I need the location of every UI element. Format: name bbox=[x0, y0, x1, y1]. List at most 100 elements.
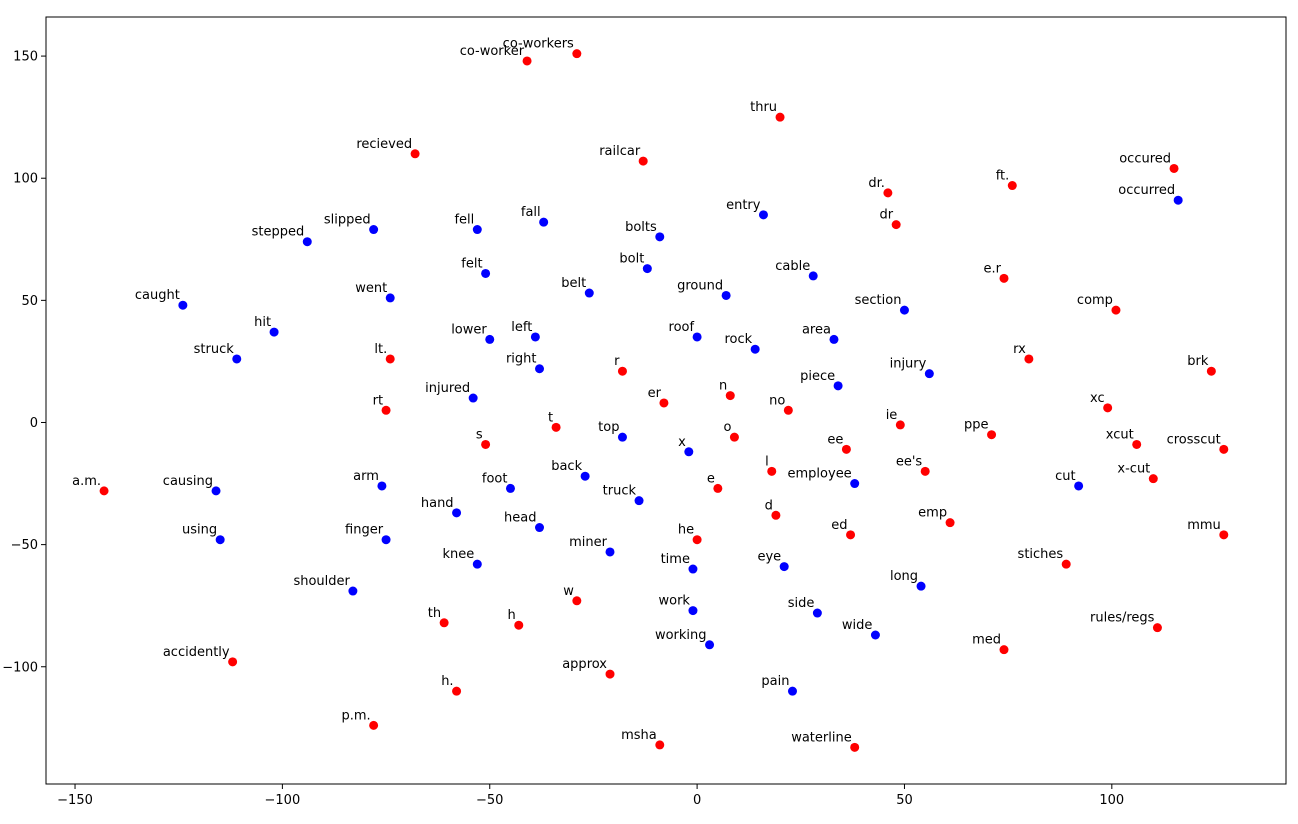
point-label: lt. bbox=[374, 342, 387, 357]
data-point bbox=[783, 405, 793, 415]
point-label: ee bbox=[827, 432, 843, 447]
data-point bbox=[481, 268, 491, 278]
point-label: hand bbox=[421, 496, 454, 511]
x-tick-label: 50 bbox=[896, 793, 913, 808]
data-point bbox=[895, 420, 905, 430]
point-label: top bbox=[598, 420, 619, 435]
point-label: left bbox=[511, 320, 532, 335]
data-point bbox=[721, 290, 731, 300]
data-point bbox=[659, 398, 669, 408]
data-point bbox=[920, 466, 930, 476]
point-label: injury bbox=[890, 357, 927, 372]
data-point bbox=[891, 220, 901, 230]
point-label: a.m. bbox=[72, 474, 101, 489]
x-tick-label: 100 bbox=[1099, 793, 1124, 808]
data-point bbox=[688, 606, 698, 616]
point-label: th bbox=[428, 606, 441, 621]
data-point bbox=[705, 640, 715, 650]
point-label: went bbox=[355, 281, 387, 296]
point-label: t bbox=[548, 410, 553, 425]
data-point bbox=[551, 422, 561, 432]
point-label: entry bbox=[726, 198, 761, 213]
point-label: p.m. bbox=[341, 708, 370, 723]
data-point bbox=[530, 332, 540, 342]
point-label: work bbox=[658, 594, 690, 609]
data-point bbox=[850, 479, 860, 489]
point-label: time bbox=[661, 552, 690, 567]
point-label: er bbox=[648, 386, 662, 401]
point-label: back bbox=[551, 459, 582, 474]
data-point bbox=[617, 366, 627, 376]
point-label: ppe bbox=[964, 418, 989, 433]
data-point bbox=[178, 300, 188, 310]
data-point bbox=[410, 149, 420, 159]
point-label: rt bbox=[373, 393, 383, 408]
point-label: ground bbox=[677, 278, 723, 293]
point-label: xcut bbox=[1106, 427, 1134, 442]
data-point bbox=[1007, 181, 1017, 191]
y-tick-label: −100 bbox=[2, 660, 38, 675]
point-label: working bbox=[655, 628, 707, 643]
data-point bbox=[232, 354, 242, 364]
data-point bbox=[767, 466, 777, 476]
data-point bbox=[535, 364, 545, 374]
point-label: h bbox=[508, 608, 516, 623]
data-point bbox=[302, 237, 312, 247]
point-label: waterline bbox=[791, 730, 852, 745]
point-label: msha bbox=[621, 728, 657, 743]
point-label: comp bbox=[1077, 293, 1113, 308]
data-point bbox=[468, 393, 478, 403]
point-label: using bbox=[182, 523, 217, 538]
data-point bbox=[617, 432, 627, 442]
point-label: stiches bbox=[1018, 547, 1064, 562]
point-label: rules/regs bbox=[1090, 611, 1155, 626]
data-point bbox=[916, 581, 926, 591]
point-label: occured bbox=[1119, 151, 1171, 166]
data-point bbox=[684, 447, 694, 457]
point-label: truck bbox=[603, 484, 637, 499]
point-label: miner bbox=[569, 535, 608, 550]
data-point bbox=[899, 305, 909, 315]
data-point bbox=[692, 332, 702, 342]
data-point bbox=[514, 620, 524, 630]
point-label: e.r bbox=[984, 261, 1002, 276]
x-tick-label: 0 bbox=[693, 793, 701, 808]
point-label: thru bbox=[750, 100, 777, 115]
data-point bbox=[605, 669, 615, 679]
point-label: felt bbox=[461, 256, 482, 271]
point-label: bolts bbox=[625, 220, 657, 235]
point-label: area bbox=[802, 322, 831, 337]
data-point bbox=[945, 518, 955, 528]
point-label: o bbox=[723, 420, 731, 435]
data-point bbox=[1024, 354, 1034, 364]
point-label: h. bbox=[441, 674, 453, 689]
point-label: fell bbox=[454, 213, 474, 228]
point-label: co-workers bbox=[503, 37, 574, 52]
point-label: causing bbox=[163, 474, 213, 489]
point-label: dr bbox=[880, 208, 894, 223]
x-tick-label: −50 bbox=[476, 793, 503, 808]
point-label: finger bbox=[345, 523, 384, 538]
data-point bbox=[215, 535, 225, 545]
data-point bbox=[99, 486, 109, 496]
data-point bbox=[779, 562, 789, 572]
data-point bbox=[228, 657, 238, 667]
point-label: cut bbox=[1055, 469, 1075, 484]
data-point bbox=[850, 742, 860, 752]
data-point bbox=[580, 471, 590, 481]
plot-frame bbox=[45, 16, 1287, 785]
data-point bbox=[692, 535, 702, 545]
data-point bbox=[1074, 481, 1084, 491]
data-point bbox=[987, 430, 997, 440]
point-label: eye bbox=[757, 550, 781, 565]
point-label: approx bbox=[562, 657, 607, 672]
data-point bbox=[535, 523, 545, 533]
point-label: employee bbox=[788, 467, 852, 482]
point-label: emp bbox=[918, 506, 947, 521]
data-point bbox=[846, 530, 856, 540]
data-point bbox=[1103, 403, 1113, 413]
